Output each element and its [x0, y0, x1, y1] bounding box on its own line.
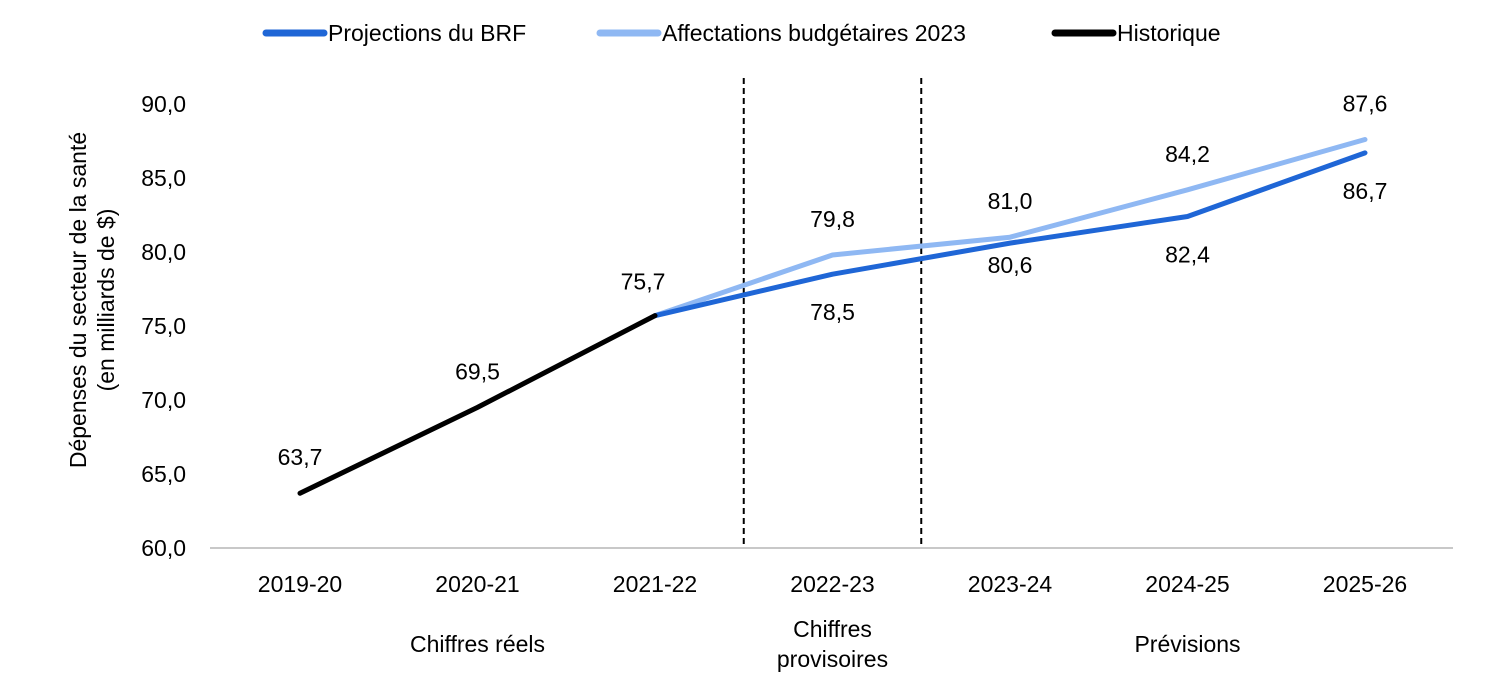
x-tick-label: 2025-26 [1323, 571, 1407, 597]
section-dividers [742, 78, 923, 548]
series-line [297, 313, 658, 496]
section-label-line: Chiffres réels [410, 631, 545, 657]
x-tick-label: 2023-24 [968, 571, 1053, 597]
section-label-line: Chiffres [793, 616, 872, 642]
legend-label: Historique [1117, 20, 1221, 46]
series-line [652, 150, 1368, 319]
legend: Projections du BRF Affectations budgétair… [262, 20, 1221, 46]
section-label-line: provisoires [777, 646, 888, 672]
x-tick-label: 2020-21 [435, 571, 519, 597]
section-label: Chiffres réels [410, 631, 545, 657]
x-tick-label: 2024-25 [1145, 571, 1229, 597]
y-tick-label: 80,0 [141, 239, 186, 265]
y-tick-label: 85,0 [141, 165, 186, 191]
data-label: 82,4 [1165, 241, 1210, 267]
data-label: 84,2 [1165, 141, 1210, 167]
y-axis-title-line: (en milliards de $) [93, 209, 119, 392]
data-labels: 78,5 80,6 82,4 86,7 79,8 81,0 84,2 87,6 63,7 69,5… [278, 91, 1388, 471]
y-tick-label: 65,0 [141, 461, 186, 487]
y-tick-label: 60,0 [141, 535, 186, 561]
data-label: 80,6 [988, 252, 1033, 278]
section-label: Prévisions [1134, 631, 1240, 657]
data-label: 86,7 [1343, 178, 1388, 204]
x-tick-label: 2021-22 [613, 571, 697, 597]
legend-label: Affectations budgétaires 2023 [662, 20, 966, 46]
y-tick-label: 90,0 [141, 91, 186, 117]
y-tick-label: 70,0 [141, 387, 186, 413]
series-lines [297, 137, 1368, 496]
data-label: 69,5 [455, 358, 500, 384]
section-label-line: Prévisions [1134, 631, 1240, 657]
data-label: 81,0 [988, 188, 1033, 214]
data-label: 79,8 [810, 206, 855, 232]
y-axis-title-line: Dépenses du secteur de la santé [65, 132, 91, 468]
x-tick-label: 2019-20 [258, 571, 342, 597]
data-label: 78,5 [810, 299, 855, 325]
series-line [652, 137, 1368, 319]
y-axis-title: Dépenses du secteur de la santé(en milli… [65, 132, 119, 468]
data-label: 87,6 [1343, 91, 1388, 117]
x-tick-label: 2022-23 [790, 571, 874, 597]
data-label: 75,7 [621, 269, 666, 295]
data-label: 63,7 [278, 444, 323, 470]
axes-layer: 60,0 65,0 70,0 75,0 80,0 85,0 90,0 2019-20 2020-… [65, 91, 1453, 672]
section-label: Chiffres provisoires [777, 616, 888, 672]
y-tick-label: 75,0 [141, 313, 186, 339]
legend-label: Projections du BRF [328, 20, 526, 46]
